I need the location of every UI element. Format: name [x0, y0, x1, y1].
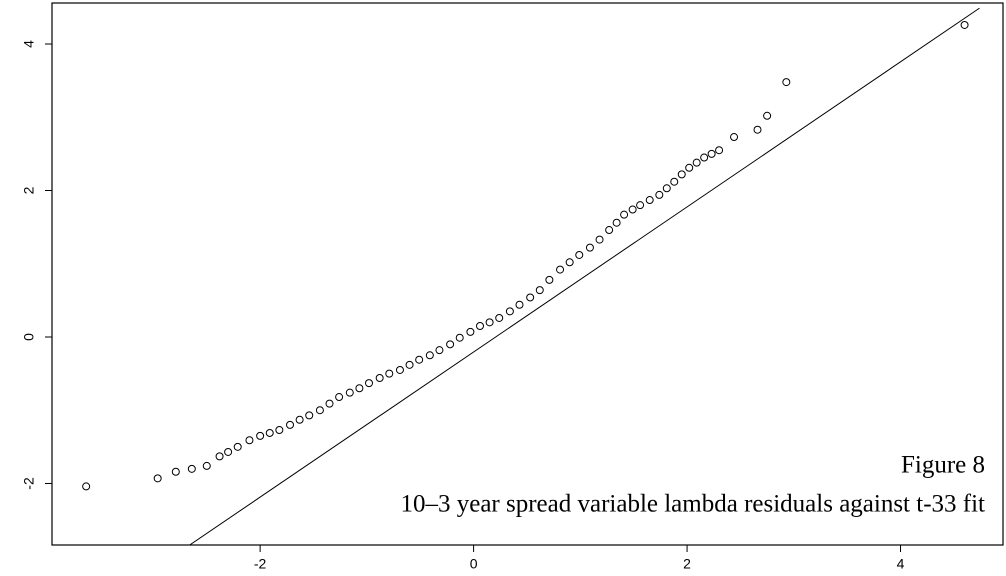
- point: [305, 411, 314, 420]
- point: [325, 399, 334, 408]
- point: [415, 355, 424, 364]
- point: [535, 286, 544, 295]
- point: [455, 333, 464, 342]
- point: [636, 201, 645, 210]
- point: [365, 379, 373, 388]
- point: [707, 149, 716, 158]
- point: [275, 426, 284, 435]
- point: [295, 415, 304, 424]
- point: [335, 393, 344, 402]
- point: [575, 250, 584, 259]
- plot-frame: [51, 2, 1004, 546]
- point: [612, 218, 621, 227]
- point: [692, 158, 701, 167]
- point: [315, 406, 324, 415]
- point: [187, 464, 196, 473]
- point: [515, 300, 524, 309]
- point: [628, 205, 637, 214]
- point: [526, 293, 535, 302]
- point: [375, 374, 384, 383]
- x-tick-label: 0: [470, 556, 478, 572]
- point: [476, 322, 485, 331]
- point: [256, 431, 265, 440]
- point: [446, 340, 455, 349]
- x-tick-label: -2: [254, 556, 267, 572]
- point: [545, 275, 554, 284]
- point: [405, 360, 414, 369]
- point: [245, 436, 254, 445]
- point: [685, 163, 694, 172]
- point: [763, 111, 772, 120]
- x-tick-label: 2: [683, 556, 691, 572]
- point: [662, 184, 671, 193]
- point: [645, 196, 654, 205]
- point: [171, 467, 180, 476]
- y-tick-label: 4: [21, 40, 37, 48]
- point: [395, 365, 404, 374]
- point: [215, 452, 224, 461]
- point: [385, 369, 394, 378]
- reference-line: [189, 7, 980, 545]
- point: [485, 318, 494, 327]
- point: [355, 384, 364, 393]
- point: [677, 170, 686, 179]
- point: [345, 388, 354, 397]
- point: [605, 226, 614, 235]
- point: [233, 442, 242, 451]
- point: [670, 177, 679, 186]
- y-tick-label: 0: [21, 333, 37, 341]
- point: [265, 428, 274, 437]
- point: [715, 146, 724, 155]
- point: [495, 313, 504, 322]
- x-tick-label: 4: [897, 556, 905, 572]
- y-tick-label: 2: [21, 186, 37, 194]
- point: [595, 235, 604, 244]
- point: [286, 420, 295, 429]
- point: [753, 125, 762, 134]
- point: [565, 258, 574, 267]
- point: [655, 190, 664, 199]
- figure-caption: 10–3 year spread variable lambda residua…: [400, 491, 985, 518]
- point: [782, 78, 791, 87]
- point: [425, 351, 434, 360]
- point: [556, 265, 565, 274]
- point: [153, 474, 162, 483]
- point: [202, 461, 211, 470]
- point: [435, 346, 444, 355]
- point: [505, 307, 514, 316]
- point: [466, 327, 475, 336]
- figure-label: Figure 8: [901, 452, 985, 479]
- point: [730, 133, 739, 142]
- y-tick-label: -2: [21, 477, 37, 490]
- point: [224, 447, 233, 456]
- point: [620, 210, 629, 219]
- point: [585, 243, 594, 252]
- point: [82, 482, 91, 491]
- point: [960, 20, 969, 29]
- point: [700, 153, 709, 162]
